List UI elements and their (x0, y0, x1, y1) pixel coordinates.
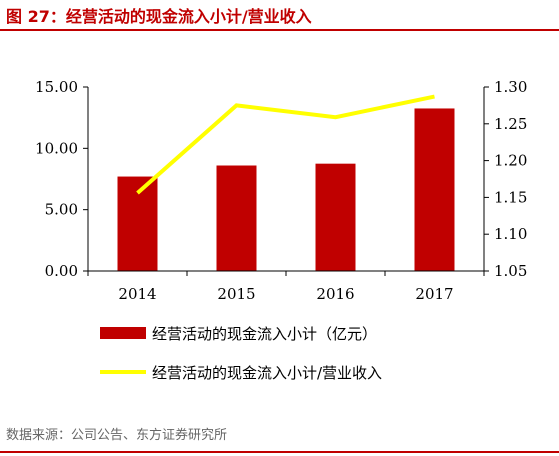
bar-2015 (216, 165, 257, 271)
legend-label-bar: 经营活动的现金流入小计（亿元） (152, 325, 377, 343)
axes: 0.00 5.00 10.00 15.00 1.05 1.10 1.15 1.20 1.25 1.… (35, 78, 527, 303)
right-tick-label: 1.20 (494, 152, 527, 170)
line-series (136, 94, 435, 195)
right-tick-label: 1.10 (494, 225, 527, 243)
left-tick-label: 5.00 (45, 201, 78, 219)
ratio-line (136, 94, 435, 195)
chart-canvas: 0.00 5.00 10.00 15.00 1.05 1.10 1.15 1.20 1.25 1.… (35, 78, 527, 382)
bar-2017 (414, 108, 455, 271)
bar-series (117, 108, 455, 271)
figure-title: 图 27：经营活动的现金流入小计/营业收入 (6, 7, 312, 26)
right-tick-label: 1.05 (494, 262, 527, 280)
source-note: 数据来源：公司公告、东方证券研究所 (6, 428, 228, 443)
legend-swatch-bar (100, 327, 146, 339)
right-tick-label: 1.30 (494, 78, 527, 96)
legend-label-line: 经营活动的现金流入小计/营业收入 (152, 364, 382, 382)
left-tick-label: 15.00 (35, 78, 78, 96)
right-tick-label: 1.15 (494, 188, 527, 206)
x-tick-label: 2017 (415, 285, 453, 303)
title-rule (0, 29, 559, 31)
left-tick-label: 10.00 (35, 139, 78, 157)
right-tick-label: 1.25 (494, 115, 527, 133)
x-tick-label: 2015 (217, 285, 255, 303)
bar-2016 (315, 163, 356, 271)
x-tick-label: 2014 (118, 285, 156, 303)
x-tick-label: 2016 (316, 285, 354, 303)
legend: 经营活动的现金流入小计（亿元） 经营活动的现金流入小计/营业收入 (100, 325, 382, 382)
bottom-rule (0, 451, 559, 453)
left-tick-label: 0.00 (45, 262, 78, 280)
